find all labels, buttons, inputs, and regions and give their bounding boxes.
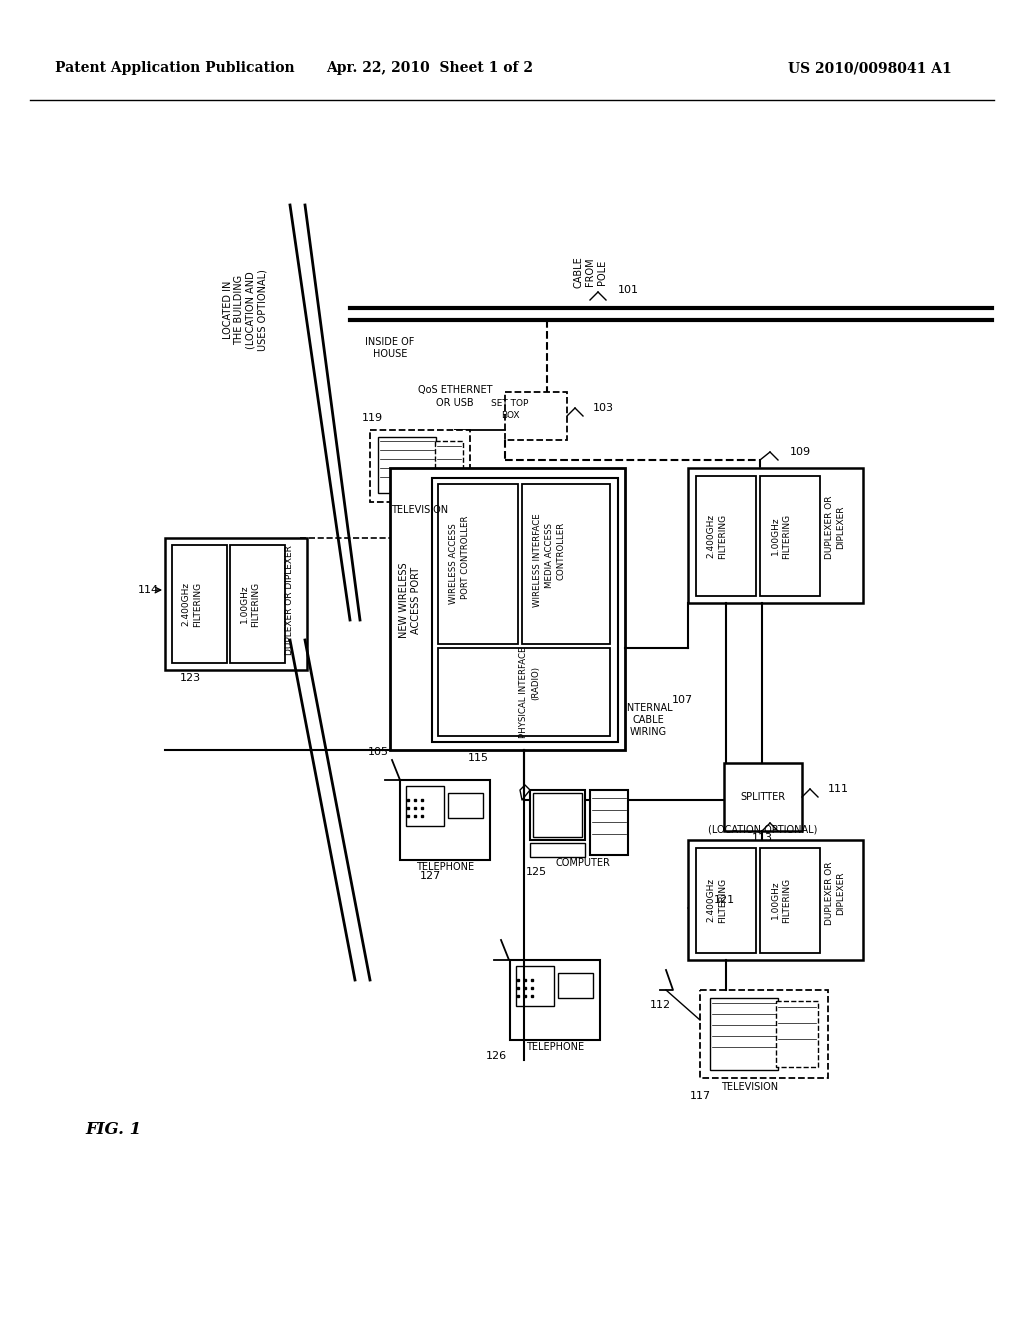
Text: DUPLEXER OR DIPLEXER: DUPLEXER OR DIPLEXER	[285, 545, 294, 655]
Text: Apr. 22, 2010  Sheet 1 of 2: Apr. 22, 2010 Sheet 1 of 2	[327, 61, 534, 75]
Text: CABLE
FROM
POLE: CABLE FROM POLE	[573, 256, 606, 288]
Bar	[370, 430, 470, 502]
Text: SPLITTER: SPLITTER	[740, 792, 785, 803]
Bar	[438, 484, 518, 644]
Text: US 2010/0098041 A1: US 2010/0098041 A1	[788, 61, 952, 75]
Bar	[776, 1001, 818, 1067]
Bar	[700, 990, 828, 1078]
Text: 107: 107	[672, 696, 692, 705]
Bar	[724, 763, 802, 832]
Text: FILTERING: FILTERING	[782, 513, 792, 558]
Bar	[516, 966, 554, 1006]
Text: PORT CONTROLLER: PORT CONTROLLER	[461, 515, 469, 599]
Text: CONTROLLER: CONTROLLER	[556, 521, 565, 579]
Bar	[449, 793, 483, 818]
Text: 1.00GHz: 1.00GHz	[770, 880, 779, 919]
Text: QoS ETHERNET: QoS ETHERNET	[418, 385, 493, 395]
Bar	[505, 392, 567, 440]
Text: 115: 115	[468, 752, 488, 763]
Text: FILTERING: FILTERING	[252, 581, 260, 627]
Bar	[432, 478, 618, 742]
Text: WIRELESS ACCESS: WIRELESS ACCESS	[449, 524, 458, 605]
Text: NEW WIRELESS
ACCESS PORT: NEW WIRELESS ACCESS PORT	[399, 562, 421, 638]
Text: 2.400GHz: 2.400GHz	[707, 878, 716, 923]
Text: 117: 117	[689, 1092, 711, 1101]
Bar	[230, 545, 285, 663]
Text: SET TOP: SET TOP	[492, 400, 528, 408]
Text: 1.00GHz: 1.00GHz	[240, 585, 249, 623]
Text: 112: 112	[649, 1001, 671, 1010]
Text: 119: 119	[361, 413, 383, 422]
Bar	[558, 973, 593, 998]
Text: TELEPHONE: TELEPHONE	[416, 862, 474, 873]
Text: LOCATED IN
THE BUILDING
(LOCATION AND
USES OPTIONAL): LOCATED IN THE BUILDING (LOCATION AND US…	[222, 269, 267, 351]
Text: Patent Application Publication: Patent Application Publication	[55, 61, 295, 75]
Text: (LOCATION OPTIONAL): (LOCATION OPTIONAL)	[709, 825, 818, 836]
Text: 111: 111	[827, 784, 849, 795]
Text: TELEVISION: TELEVISION	[391, 506, 449, 515]
Bar	[688, 469, 863, 603]
Text: 127: 127	[420, 871, 440, 880]
Text: FILTERING: FILTERING	[782, 878, 792, 923]
Bar	[534, 793, 582, 837]
Text: 126: 126	[485, 1051, 507, 1061]
Text: FILTERING: FILTERING	[719, 513, 727, 558]
Text: COMPUTER: COMPUTER	[556, 858, 610, 869]
Text: PHYSICAL INTERFACE: PHYSICAL INTERFACE	[519, 647, 528, 738]
Text: 109: 109	[790, 447, 811, 457]
Bar	[406, 785, 444, 826]
Text: BOX: BOX	[501, 412, 519, 421]
Bar	[438, 648, 610, 737]
Text: 114: 114	[137, 585, 159, 595]
Text: 2.400GHz: 2.400GHz	[181, 582, 190, 626]
Text: 123: 123	[179, 673, 201, 682]
Bar	[710, 998, 778, 1071]
Text: WIRELESS INTERFACE: WIRELESS INTERFACE	[532, 513, 542, 607]
Bar	[400, 780, 490, 861]
Bar	[378, 437, 436, 492]
Bar	[530, 789, 585, 840]
Text: 105: 105	[368, 747, 388, 756]
Bar	[530, 843, 585, 857]
Text: FILTERING: FILTERING	[194, 581, 203, 627]
Text: FILTERING: FILTERING	[719, 878, 727, 923]
Text: 101: 101	[617, 285, 639, 294]
Bar	[165, 539, 307, 671]
Text: 121: 121	[714, 895, 734, 906]
Text: 113: 113	[752, 833, 772, 843]
Bar	[688, 840, 863, 960]
Bar	[590, 789, 628, 855]
Text: 2.400GHz: 2.400GHz	[707, 513, 716, 558]
Text: TELEPHONE: TELEPHONE	[526, 1041, 584, 1052]
Text: FIG. 1: FIG. 1	[85, 1122, 141, 1138]
Bar	[760, 477, 820, 597]
Text: OR USB: OR USB	[436, 399, 474, 408]
Bar	[435, 441, 463, 492]
Text: TELEVISION: TELEVISION	[722, 1082, 778, 1092]
Text: 125: 125	[525, 867, 547, 876]
Bar	[390, 469, 625, 750]
Bar	[522, 484, 610, 644]
Text: DUPLEXER OR
DIPLEXER: DUPLEXER OR DIPLEXER	[825, 861, 845, 925]
Text: INSIDE OF
HOUSE: INSIDE OF HOUSE	[366, 337, 415, 359]
Bar	[172, 545, 227, 663]
Text: 1.00GHz: 1.00GHz	[770, 516, 779, 556]
Text: DUPLEXER OR
DIPLEXER: DUPLEXER OR DIPLEXER	[825, 495, 845, 558]
Bar	[510, 960, 600, 1040]
Bar	[696, 477, 756, 597]
Bar	[696, 847, 756, 953]
Text: (RADIO): (RADIO)	[531, 667, 541, 700]
Bar	[760, 847, 820, 953]
Text: 103: 103	[593, 403, 613, 413]
Text: INTERNAL
CABLE
WIRING: INTERNAL CABLE WIRING	[624, 704, 673, 737]
Text: MEDIA ACCESS: MEDIA ACCESS	[545, 523, 554, 587]
